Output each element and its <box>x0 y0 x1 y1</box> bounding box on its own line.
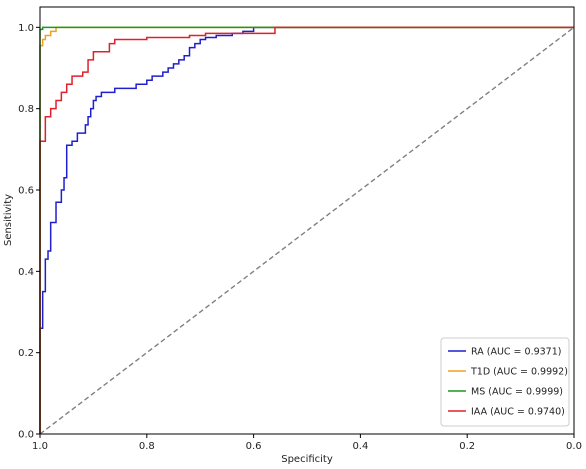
x-tick-label: 0.0 <box>566 441 582 452</box>
y-tick-label: 0.0 <box>18 430 34 441</box>
y-tick-label: 0.8 <box>18 104 34 115</box>
x-tick-label: 0.2 <box>459 441 475 452</box>
x-axis-title: Specificity <box>281 454 333 465</box>
legend-label-2: MS (AUC = 0.9999) <box>471 387 563 398</box>
roc-curve-series-0 <box>39 26 574 434</box>
axis-ticks: 1.0 0.8 0.6 0.4 0.2 0.0 0.0 0.2 0.4 0.6 0.8 1.0 <box>18 23 582 452</box>
roc-curve-series-3 <box>39 26 574 434</box>
plot-frame <box>39 6 575 435</box>
legend-box <box>440 337 570 427</box>
roc-curve-series-1 <box>39 26 574 434</box>
x-tick-label: 0.6 <box>246 441 262 452</box>
x-tick-label: 1.0 <box>32 441 48 452</box>
x-tick-label: 0.4 <box>352 441 368 452</box>
legend-label-0: RA (AUC = 0.9371) <box>471 347 561 358</box>
y-tick-label: 0.6 <box>18 186 34 197</box>
legend: RA (AUC = 0.9371) T1D (AUC = 0.9992) MS (A… <box>440 337 570 427</box>
legend-label-1: T1D (AUC = 0.9992) <box>470 367 568 378</box>
x-tick-label: 0.8 <box>139 441 155 452</box>
y-axis-title: Sensitivity <box>3 194 14 246</box>
y-tick-label: 1.0 <box>18 23 34 34</box>
legend-label-3: IAA (AUC = 0.9740) <box>471 407 565 418</box>
y-tick-label: 0.4 <box>18 267 34 278</box>
y-tick-label: 0.2 <box>18 348 34 359</box>
